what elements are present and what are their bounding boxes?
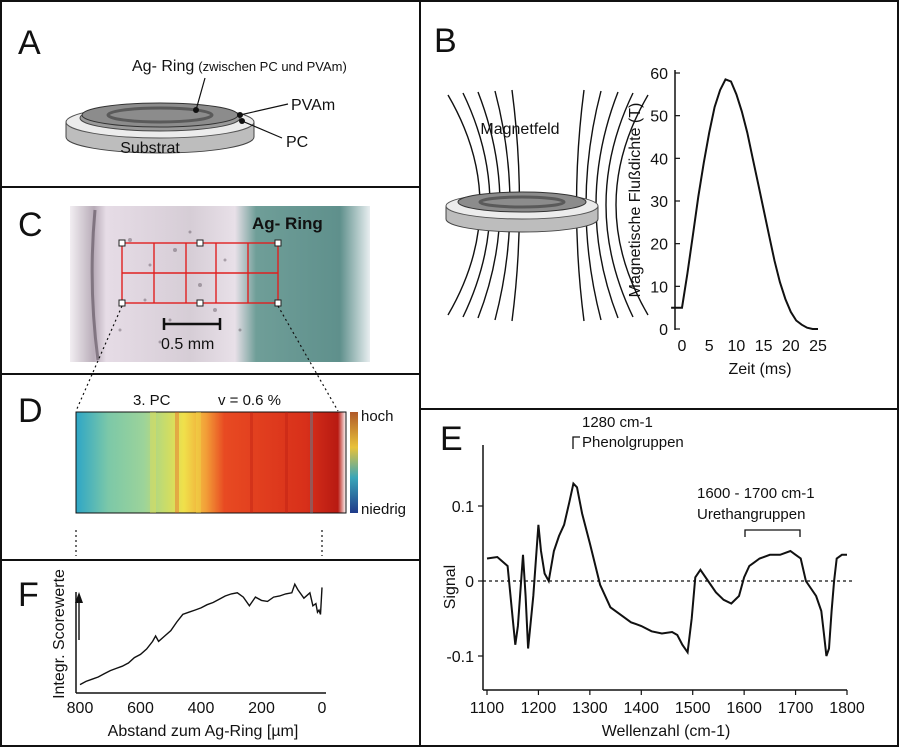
panel-letter-a: A bbox=[18, 24, 41, 62]
x-tick-label-f: 800 bbox=[67, 700, 94, 717]
y-axis-label-e: Signal bbox=[442, 565, 459, 609]
y-tick-label-b: 20 bbox=[650, 237, 668, 254]
x-tick-label-f: 200 bbox=[248, 700, 275, 717]
y-arrow-icon bbox=[75, 592, 83, 603]
y-axis-label-f: Integr. Scorewerte bbox=[51, 569, 68, 699]
scale-bar bbox=[162, 318, 222, 330]
annotation-1-group: Phenolgruppen bbox=[582, 434, 684, 451]
microscope-image bbox=[70, 206, 370, 362]
y-tick-label-e: 0.1 bbox=[452, 499, 474, 516]
x-tick-label-b: 15 bbox=[755, 338, 773, 355]
series-line-b bbox=[671, 78, 818, 330]
x-tick-label-f: 400 bbox=[188, 700, 215, 717]
ag-ring-label-c: Ag- Ring bbox=[252, 214, 323, 233]
x-axis-label-e: Wellenzahl (cm-1) bbox=[602, 723, 731, 740]
d-title: 3. PC bbox=[133, 392, 171, 409]
x-tick-label-b: 0 bbox=[678, 338, 687, 355]
x-tick-label-e: 1300 bbox=[572, 700, 608, 717]
x-tick-label-e: 1100 bbox=[470, 700, 505, 717]
d-value: v = 0.6 % bbox=[218, 392, 281, 409]
y-axis-label-b: Magnetische Flußdichte (T) bbox=[627, 103, 644, 298]
x-tick-label-e: 1700 bbox=[778, 700, 814, 717]
panel-letter-d: D bbox=[18, 392, 43, 430]
y-tick-label-b: 0 bbox=[659, 322, 668, 339]
pc-label: PC bbox=[286, 134, 308, 151]
pvam-label: PVAm bbox=[291, 97, 335, 114]
panel-letter-e: E bbox=[440, 420, 463, 458]
panel-f: F 800 600 400 200 0 Abstand zum Ag-Ring [µm]… bbox=[18, 569, 327, 740]
x-tick-label-b: 25 bbox=[809, 338, 827, 355]
annotation-2-wavenumber: 1600 - 1700 cm-1 bbox=[697, 485, 815, 502]
x-tick-label-e: 1600 bbox=[726, 700, 762, 717]
panel-letter-f: F bbox=[18, 576, 39, 614]
panel-letter-c: C bbox=[18, 206, 43, 244]
y-tick-label-e: -0.1 bbox=[446, 649, 474, 666]
image-texture bbox=[118, 230, 242, 344]
ring-label-sub: (zwischen PC und PVAm) bbox=[198, 59, 347, 74]
y-tick-label-b: 30 bbox=[650, 194, 668, 211]
x-tick-label-f: 0 bbox=[318, 700, 327, 717]
y-tick-label-b: 50 bbox=[650, 109, 668, 126]
substrate-label: Substrat bbox=[120, 140, 180, 157]
heatmap-texture bbox=[150, 412, 313, 513]
x-tick-label-e: 1500 bbox=[675, 700, 711, 717]
ring-label: Ag- Ring (zwischen PC und PVAm) bbox=[132, 58, 347, 75]
annotation-1-wavenumber: 1280 cm-1 bbox=[582, 414, 653, 431]
legend-low: niedrig bbox=[361, 501, 406, 518]
heatmap-image bbox=[75, 411, 347, 514]
x-tick-label-b: 20 bbox=[782, 338, 800, 355]
x-axis-label-f: Abstand zum Ag-Ring [µm] bbox=[108, 723, 299, 740]
chart-b: 0 10 20 30 40 50 60 0 5 10 15 20 25 Zeit (ms) Magne… bbox=[627, 66, 827, 378]
annotation-2-group: Urethangruppen bbox=[697, 506, 805, 523]
panel-b: B Magnetfeld 0 10 20 30 40 50 60 0 5 10 15 20 25 Ze… bbox=[434, 22, 827, 378]
scale-bar-label: 0.5 mm bbox=[161, 336, 214, 353]
panel-e: E 0.1 0 -0.1 1100 1200 1300 1400 1500 1600 1700 1… bbox=[440, 414, 865, 740]
x-tick-label-b: 10 bbox=[728, 338, 746, 355]
y-tick-label-e: 0 bbox=[465, 574, 474, 591]
panel-letter-b: B bbox=[434, 22, 457, 60]
series-line-f bbox=[79, 582, 323, 686]
panel-c: C Ag- Ring 0.5 mm bbox=[18, 206, 370, 362]
x-tick-label-b: 5 bbox=[705, 338, 714, 355]
panel-d: D 3. PC v = 0.6 % hoch niedrig bbox=[18, 392, 406, 518]
x-tick-label-f: 600 bbox=[127, 700, 154, 717]
x-tick-label-e: 1400 bbox=[623, 700, 659, 717]
panel-a: A Substrat Ag- Ring (zwischen PC und PVAm… bbox=[18, 24, 347, 157]
series-line-e bbox=[486, 481, 847, 657]
connector-lines bbox=[75, 305, 339, 556]
color-legend bbox=[350, 412, 358, 513]
x-tick-label-e: 1800 bbox=[829, 700, 865, 717]
y-tick-label-b: 40 bbox=[650, 151, 668, 168]
x-tick-label-e: 1200 bbox=[521, 700, 557, 717]
y-tick-label-b: 60 bbox=[650, 66, 668, 83]
magnetfeld-label: Magnetfeld bbox=[480, 121, 559, 138]
y-tick-label-b: 10 bbox=[650, 279, 668, 296]
x-axis-label-b: Zeit (ms) bbox=[728, 361, 791, 378]
ring-label-main: Ag- Ring bbox=[132, 58, 194, 75]
legend-high: hoch bbox=[361, 408, 394, 425]
